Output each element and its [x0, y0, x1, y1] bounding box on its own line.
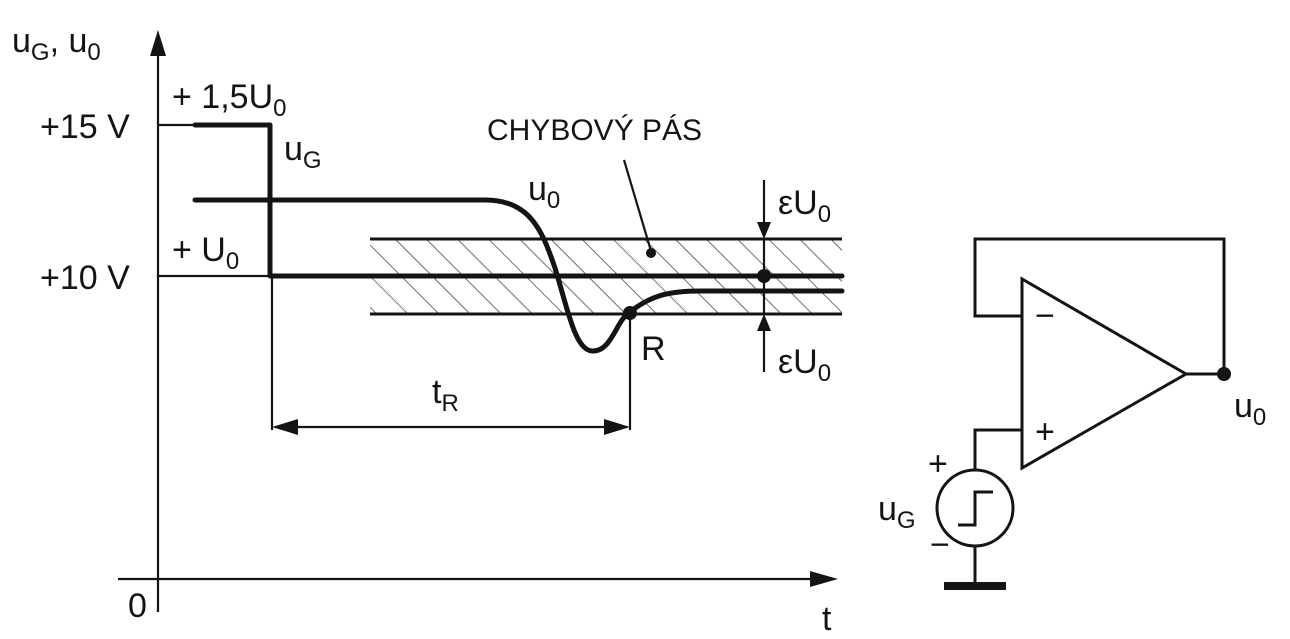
y-axis-label: uG, u0: [12, 22, 101, 66]
input-wire: [973, 428, 1022, 470]
u0-label: u0: [528, 170, 560, 214]
noninverting-input-sign: +: [1035, 413, 1055, 451]
band-pointer-line: [622, 159, 653, 252]
axes: [118, 30, 838, 612]
eps-bottom-label: εU0: [778, 343, 831, 387]
tick-label-10v: +10 V: [40, 259, 130, 297]
output-response-u0: [192, 197, 845, 354]
y-axis-arrowhead: [150, 30, 166, 56]
tr-left-arrowhead: [272, 419, 298, 435]
inverting-input-sign: −: [1035, 297, 1055, 335]
settling-time-dimension: [270, 276, 632, 435]
settling-point-label: R: [641, 330, 666, 368]
voltage-follower-circuit: [935, 237, 1231, 590]
output-label: u0: [1234, 387, 1266, 431]
source-minus-sign: −: [930, 526, 950, 564]
tick-label-15v: +15 V: [40, 108, 130, 146]
error-band-label: CHYBOVÝ PÁS: [487, 114, 702, 147]
eps-top-label: εU0: [778, 184, 831, 228]
output-node: [1217, 367, 1231, 381]
x-axis-arrowhead: [810, 571, 838, 587]
op-amp-triangle: [1020, 276, 1190, 471]
source-label: uG: [878, 490, 916, 534]
target-point: [757, 269, 771, 283]
settling-time-label: tR: [432, 373, 459, 417]
band-pointer-dot: [646, 248, 656, 258]
eps-bottom-arrowhead: [757, 314, 771, 331]
ug-label: uG: [284, 130, 322, 174]
eps-top-arrowhead: [757, 222, 771, 239]
x-axis-label: t: [822, 600, 832, 638]
tr-right-arrowhead: [604, 419, 630, 435]
feedback-wire: [973, 237, 1226, 374]
epsilon-markers: [757, 180, 771, 372]
upper-level-label: + 1,5U0: [172, 78, 286, 122]
settling-point-r: [623, 306, 637, 320]
step-source-symbol: [958, 490, 993, 527]
step-source: [935, 468, 1015, 548]
source-plus-sign: +: [928, 445, 948, 483]
origin-label: 0: [128, 587, 147, 625]
lower-level-label: + U0: [172, 231, 239, 275]
